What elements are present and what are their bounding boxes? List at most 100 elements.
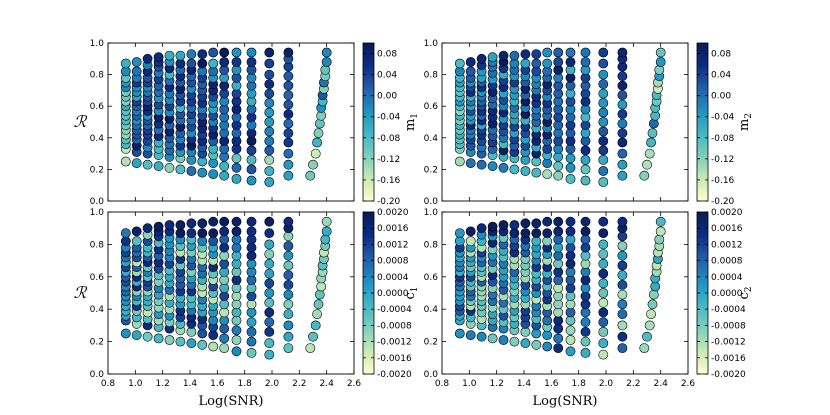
data-point (639, 170, 650, 181)
data-point (531, 228, 542, 238)
data-point (264, 79, 275, 89)
data-point (498, 162, 509, 173)
data-point (197, 228, 208, 238)
data-point (186, 228, 197, 238)
x-axis-label: Log(SNR) (199, 394, 264, 409)
data-point (531, 218, 542, 229)
x-tick-label: 0.8 (101, 379, 116, 389)
data-point (308, 331, 318, 342)
data-point (598, 166, 609, 176)
data-point (598, 268, 609, 279)
data-point (186, 218, 197, 229)
y-tick-label: 0.6 (90, 102, 105, 112)
data-point (565, 57, 576, 67)
data-point (598, 338, 609, 349)
data-point (231, 47, 242, 58)
data-point (283, 148, 294, 159)
data-point (231, 346, 242, 357)
colorbar-tick-label: 0.00 (377, 92, 397, 102)
data-point (487, 333, 498, 344)
colorbar-tick-label: -0.0008 (711, 321, 746, 331)
data-point (313, 299, 324, 310)
data-point (264, 268, 275, 279)
colorbar-tick-label: 0.0000 (377, 289, 409, 299)
data-point (219, 47, 230, 58)
data-point (264, 145, 275, 156)
panel-top-right: 0.0 0.2 0.4 0.6 0.8 1.0 0.08 0.04 0.00 -0.04 -0.08… (424, 39, 754, 207)
data-point (454, 58, 465, 69)
colorbar-tick-label: 0.0012 (711, 240, 743, 250)
data-point (565, 47, 576, 58)
data-point (647, 128, 658, 138)
data-point (264, 216, 275, 227)
data-point (598, 317, 609, 328)
data-point (283, 128, 294, 138)
data-point (553, 57, 564, 67)
data-point (476, 159, 487, 170)
colorbar-tick-label: -0.20 (711, 197, 735, 207)
data-point (617, 118, 628, 129)
data-point (565, 325, 576, 336)
data-point (264, 326, 275, 337)
data-point (531, 58, 542, 69)
data-point (580, 164, 591, 175)
data-point (131, 226, 142, 237)
colorbar-tick-label: -0.0008 (377, 321, 412, 331)
data-point (617, 241, 628, 251)
data-point (553, 216, 564, 227)
data-point (197, 218, 208, 229)
x-tick-label: 1.6 (210, 379, 225, 389)
plot-frame (107, 42, 355, 202)
colorbar-tick-label: 0.0016 (711, 224, 743, 234)
data-point (312, 137, 322, 148)
data-point (598, 88, 609, 99)
data-point (531, 167, 542, 178)
colorbar-tick-label: 0.00 (711, 92, 731, 102)
data-point (580, 336, 591, 347)
data-point (617, 331, 628, 342)
data-point (283, 118, 294, 129)
x-tick-label: 1.6 (544, 379, 559, 389)
data-point (465, 330, 476, 340)
data-point (598, 249, 609, 259)
panel-top-left: 0.0 0.2 0.4 0.6 0.8 1.0 ℛ 0.08 0.04 0.00 -0.04 -0.0… (74, 39, 420, 207)
colorbar-tick-label: 0.0008 (377, 257, 409, 267)
data-point (646, 137, 656, 148)
data-point (231, 216, 242, 227)
x-tick-label: 1.0 (462, 379, 477, 389)
y-tick-label: 0.4 (424, 134, 439, 144)
plot-frame (441, 42, 689, 202)
data-point (617, 148, 628, 159)
data-point (465, 236, 476, 247)
data-point (264, 177, 275, 187)
data-point (542, 216, 553, 227)
data-point (598, 326, 609, 337)
data-point (283, 279, 294, 290)
data-point (565, 173, 576, 184)
data-point (598, 278, 609, 289)
data-point (264, 307, 275, 318)
y-tick-label: 0.6 (424, 102, 439, 112)
data-point (598, 288, 609, 298)
colorbar-tick-label: 0.08 (377, 50, 397, 60)
data-point (321, 47, 332, 58)
data-point (598, 98, 609, 108)
data-point (565, 162, 576, 173)
data-point (476, 331, 487, 342)
data-point (520, 58, 531, 69)
data-point (509, 220, 520, 230)
data-point (231, 162, 242, 173)
data-point (264, 258, 275, 269)
data-point (283, 331, 294, 342)
data-point (142, 159, 153, 170)
y-tick-label: 1.0 (90, 39, 105, 49)
y-tick-label: 0.2 (90, 165, 104, 175)
data-point (283, 309, 294, 319)
data-point (320, 234, 331, 245)
colorbar-label-subscript: 2 (744, 113, 754, 119)
data-point (246, 154, 257, 165)
data-point (314, 289, 325, 300)
colorbar-label-subscript: 1 (410, 113, 420, 119)
y-axis-label: ℛ (74, 112, 88, 131)
